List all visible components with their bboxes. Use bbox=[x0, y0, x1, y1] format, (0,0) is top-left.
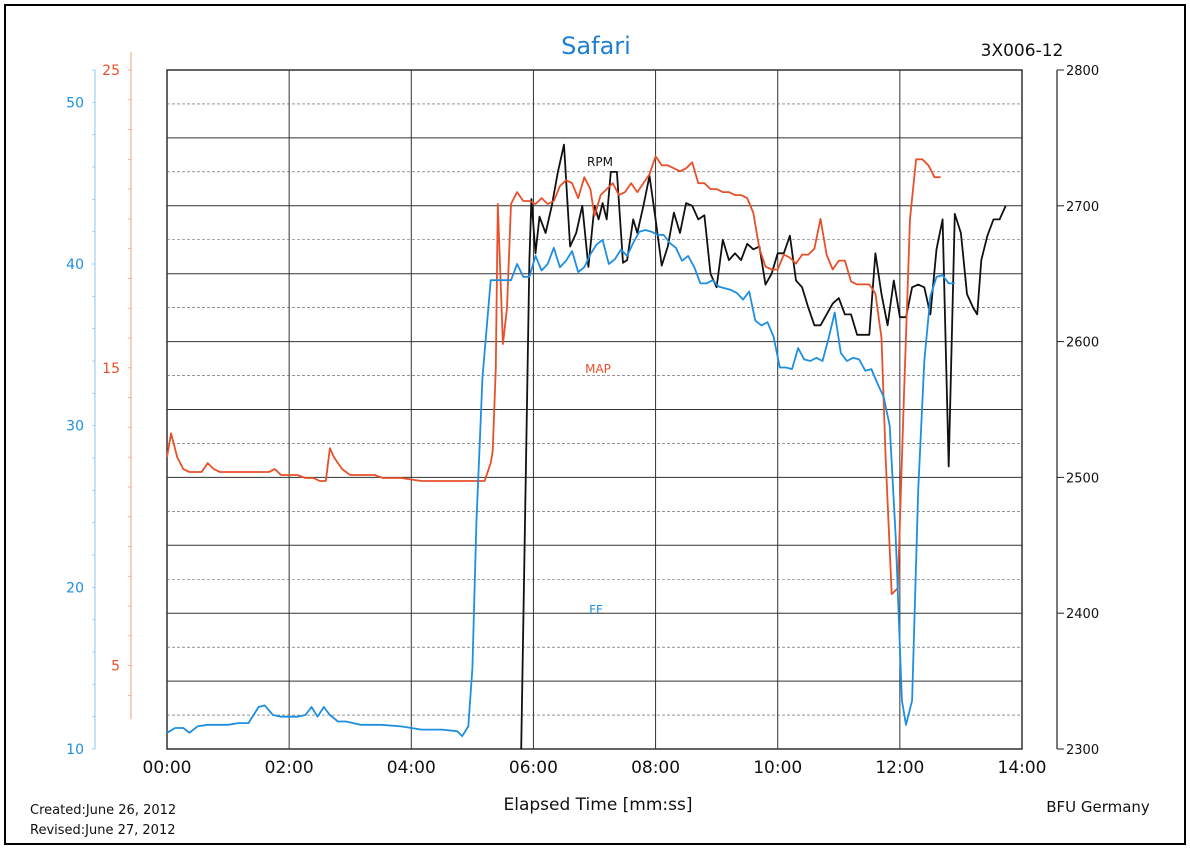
org-label: BFU Germany bbox=[1046, 798, 1150, 816]
ff-tick-label: 30 bbox=[66, 419, 84, 435]
ff-tick-label: 50 bbox=[66, 95, 84, 111]
x-axis-label: Elapsed Time [mm:ss] bbox=[503, 795, 692, 815]
rpm-tick-label: 2300 bbox=[1066, 743, 1099, 758]
grid bbox=[166, 69, 1023, 750]
x-tick-label: 08:00 bbox=[631, 758, 680, 778]
x-tick-label: 06:00 bbox=[509, 758, 558, 778]
series-line-map bbox=[166, 155, 941, 595]
chart-title: Safari bbox=[561, 32, 631, 60]
ff-tick-label: 10 bbox=[66, 742, 84, 758]
axes: 00:00 02:00 04:00 06:00 08:00 10:00 12:00 14:00… bbox=[66, 52, 1099, 778]
x-tick-label: 10:00 bbox=[753, 758, 802, 778]
series-line-rpm bbox=[520, 143, 1007, 750]
rpm-tick-label: 2600 bbox=[1066, 336, 1099, 351]
series-label-rpm: RPM bbox=[587, 155, 613, 169]
page-border bbox=[4, 4, 1186, 845]
rpm-tick-label: 2500 bbox=[1066, 471, 1099, 486]
series-layer: RPM MAP FF bbox=[166, 143, 1007, 750]
rpm-tick-label: 2400 bbox=[1066, 607, 1099, 622]
revised-date: Revised:June 27, 2012 bbox=[30, 823, 176, 838]
map-tick-label: 5 bbox=[111, 659, 120, 675]
x-tick-label: 00:00 bbox=[143, 758, 192, 778]
map-tick-label: 15 bbox=[102, 361, 120, 377]
ff-tick-label: 40 bbox=[66, 257, 84, 273]
chart-subtitle: 3X006-12 bbox=[981, 41, 1064, 61]
x-tick-label: 12:00 bbox=[875, 758, 924, 778]
series-label-ff: FF bbox=[589, 603, 603, 617]
series-label-map: MAP bbox=[585, 362, 611, 376]
map-tick-label: 25 bbox=[102, 63, 120, 79]
created-date: Created:June 26, 2012 bbox=[30, 803, 176, 818]
rpm-tick-label: 2800 bbox=[1066, 64, 1099, 79]
x-tick-label: 14:00 bbox=[998, 758, 1047, 778]
ff-tick-label: 20 bbox=[66, 580, 84, 596]
series-line-ff bbox=[166, 229, 955, 737]
x-tick-label: 02:00 bbox=[265, 758, 314, 778]
x-tick-label: 04:00 bbox=[387, 758, 436, 778]
rpm-tick-label: 2700 bbox=[1066, 200, 1099, 215]
